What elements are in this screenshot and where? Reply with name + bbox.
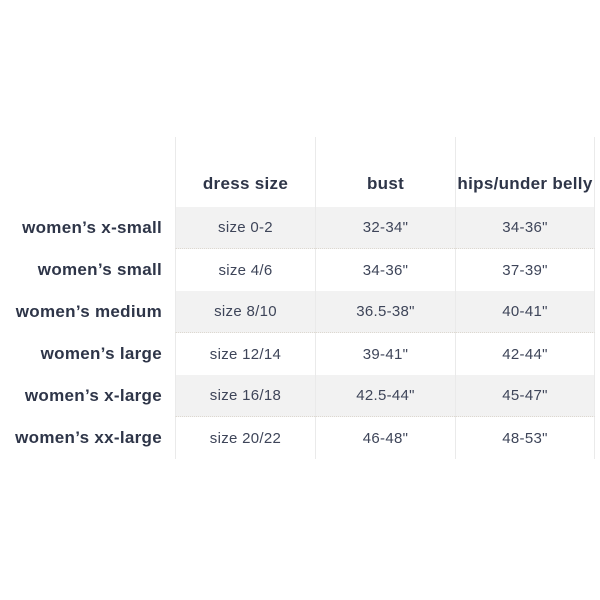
row-label: women’s x-large bbox=[24, 386, 162, 405]
table-row-womens-x-small: women’s x-small size 0-2 32-34" 34-36" bbox=[5, 207, 595, 249]
row-label: women’s small bbox=[37, 260, 162, 279]
cell-dress-size: size 4/6 bbox=[175, 249, 315, 291]
cell-bust: 34-36" bbox=[315, 249, 455, 291]
table-row-womens-large: women’s large size 12/14 39-41" 42-44" bbox=[5, 333, 595, 375]
cell-bust: 46-48" bbox=[315, 417, 455, 459]
column-header-dress-size: dress size bbox=[175, 137, 315, 207]
cell-dress-size: size 8/10 bbox=[175, 291, 315, 333]
cell-dress-size: size 12/14 bbox=[175, 333, 315, 375]
cell-hips: 42-44" bbox=[455, 333, 595, 375]
cell-hips: 37-39" bbox=[455, 249, 595, 291]
cell-bust: 36.5-38" bbox=[315, 291, 455, 333]
cell-bust: 42.5-44" bbox=[315, 375, 455, 417]
cell-dress-size: size 20/22 bbox=[175, 417, 315, 459]
cell-hips: 34-36" bbox=[455, 207, 595, 249]
table-row-womens-x-large: women’s x-large size 16/18 42.5-44" 45-4… bbox=[5, 375, 595, 417]
cell-hips: 40-41" bbox=[455, 291, 595, 333]
row-label: women’s x-small bbox=[22, 218, 162, 237]
column-header-bust: bust bbox=[315, 137, 455, 207]
column-header-hips-under-belly: hips/under belly bbox=[455, 137, 595, 207]
row-label: women’s xx-large bbox=[15, 428, 162, 447]
table-row-womens-small: women’s small size 4/6 34-36" 37-39" bbox=[5, 249, 595, 291]
table-row-womens-medium: women’s medium size 8/10 36.5-38" 40-41" bbox=[5, 291, 595, 333]
cell-dress-size: size 16/18 bbox=[175, 375, 315, 417]
row-label: women’s medium bbox=[15, 302, 162, 321]
row-label: women’s large bbox=[40, 344, 162, 363]
cell-bust: 39-41" bbox=[315, 333, 455, 375]
cell-bust: 32-34" bbox=[315, 207, 455, 249]
header-row: dress size bust hips/under belly bbox=[5, 137, 595, 207]
table-row-womens-xx-large: women’s xx-large size 20/22 46-48" 48-53… bbox=[5, 417, 595, 459]
cell-hips: 45-47" bbox=[455, 375, 595, 417]
size-chart-table: dress size bust hips/under belly women’s… bbox=[5, 137, 595, 459]
cell-dress-size: size 0-2 bbox=[175, 207, 315, 249]
cell-hips: 48-53" bbox=[455, 417, 595, 459]
header-spacer bbox=[5, 137, 175, 207]
